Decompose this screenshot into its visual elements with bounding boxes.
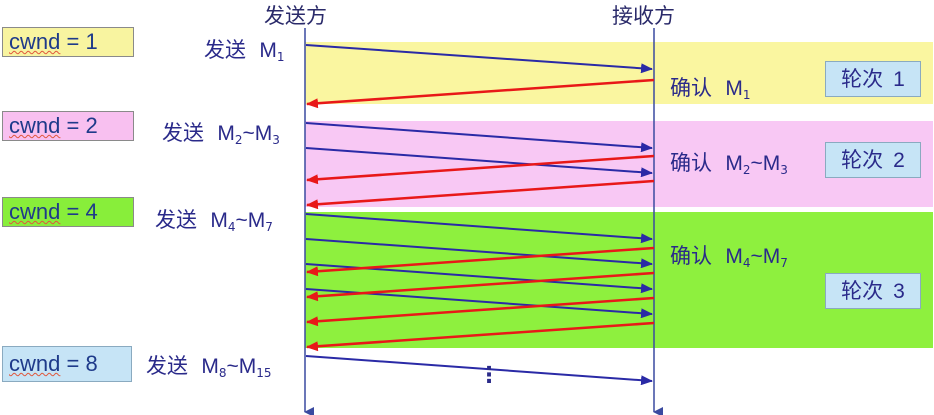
message-index: 2 [742, 163, 751, 177]
cwnd-name: cwnd [9, 29, 61, 54]
ack-prefix: 确认 [670, 244, 712, 268]
cwnd-label-8: cwnd = 8 [2, 346, 132, 382]
round-number: 2 [893, 149, 905, 172]
ack-arrow-m1 [306, 78, 655, 109]
cwnd-name: cwnd [9, 199, 61, 224]
cwnd-value: = 1 [66, 29, 98, 54]
round-word: 轮次 [841, 67, 884, 91]
message-index: 1 [276, 50, 285, 64]
round-3-label: 轮次 3 [825, 273, 921, 309]
range-tilde: ~ [226, 355, 239, 378]
cwnd-name: cwnd [9, 351, 61, 376]
send-label-round-3: 发送 M4~M7 [155, 204, 273, 234]
continuation-dots: ⋮ [478, 363, 500, 388]
ack-arrow-m5 [306, 271, 655, 302]
send-prefix: 发送 [146, 354, 188, 378]
ack-label-round-1: 确认 M1 [670, 72, 751, 102]
range-tilde: ~ [235, 209, 248, 232]
ack-label-round-3: 确认 M4~M7 [670, 240, 788, 270]
range-tilde: ~ [750, 152, 763, 175]
cwnd-value: = 4 [66, 199, 98, 224]
send-arrow-m5 [305, 238, 653, 269]
message-name: M [217, 122, 235, 145]
message-name: M [762, 152, 781, 175]
ack-arrow-m4 [306, 246, 655, 277]
message-name: M [259, 39, 277, 62]
round-word: 轮次 [841, 148, 884, 172]
ack-arrow-m7 [306, 321, 655, 352]
message-index: 7 [780, 256, 788, 270]
send-arrow-m2 [305, 122, 653, 153]
round-2-label: 轮次 2 [825, 142, 921, 178]
message-name: M [725, 245, 743, 268]
message-index: 15 [256, 366, 272, 380]
ack-label-round-2: 确认 M2~M3 [670, 147, 788, 177]
message-index: 3 [780, 163, 788, 177]
message-index: 3 [272, 133, 280, 147]
send-label-round-4: 发送 M8~M15 [146, 350, 272, 380]
cwnd-label-2: cwnd = 2 [2, 111, 134, 141]
message-name: M [238, 355, 257, 378]
ack-prefix: 确认 [670, 151, 712, 175]
message-name: M [725, 152, 743, 175]
ack-arrow-m6 [306, 296, 655, 327]
ack-arrow-m3 [306, 179, 655, 210]
round-word: 轮次 [841, 279, 884, 303]
send-prefix: 发送 [155, 208, 197, 232]
send-label-round-2: 发送 M2~M3 [162, 117, 280, 147]
message-index: 2 [234, 133, 243, 147]
send-arrow-m3 [305, 147, 653, 178]
round-number: 3 [893, 280, 905, 303]
ack-prefix: 确认 [670, 76, 712, 100]
cwnd-name: cwnd [9, 113, 61, 138]
message-index: 8 [218, 366, 227, 380]
send-prefix: 发送 [162, 121, 204, 145]
round-number: 1 [893, 68, 905, 91]
message-index: 4 [227, 220, 236, 234]
message-name: M [210, 209, 228, 232]
cwnd-label-1: cwnd = 1 [2, 27, 134, 57]
message-name: M [254, 122, 273, 145]
message-index: 4 [742, 256, 751, 270]
send-prefix: 发送 [204, 38, 246, 62]
range-tilde: ~ [750, 245, 763, 268]
receiver-column-title: 接收方 [612, 4, 675, 28]
cwnd-value: = 8 [66, 351, 98, 376]
range-tilde: ~ [242, 122, 255, 145]
message-name: M [762, 245, 781, 268]
message-index: 1 [742, 88, 751, 102]
message-index: 7 [265, 220, 273, 234]
cwnd-label-4: cwnd = 4 [2, 197, 134, 227]
message-name: M [725, 77, 743, 100]
round-1-label: 轮次 1 [825, 61, 921, 97]
message-name: M [201, 355, 219, 378]
cwnd-value: = 2 [66, 113, 98, 138]
send-arrow-m8 [305, 355, 653, 386]
send-arrow-m4 [305, 213, 653, 244]
ack-arrow-m2 [306, 154, 655, 185]
send-arrow-m1 [305, 44, 653, 74]
sender-column-title: 发送方 [264, 4, 327, 28]
send-label-round-1: 发送 M1 [204, 34, 285, 64]
message-name: M [247, 209, 266, 232]
